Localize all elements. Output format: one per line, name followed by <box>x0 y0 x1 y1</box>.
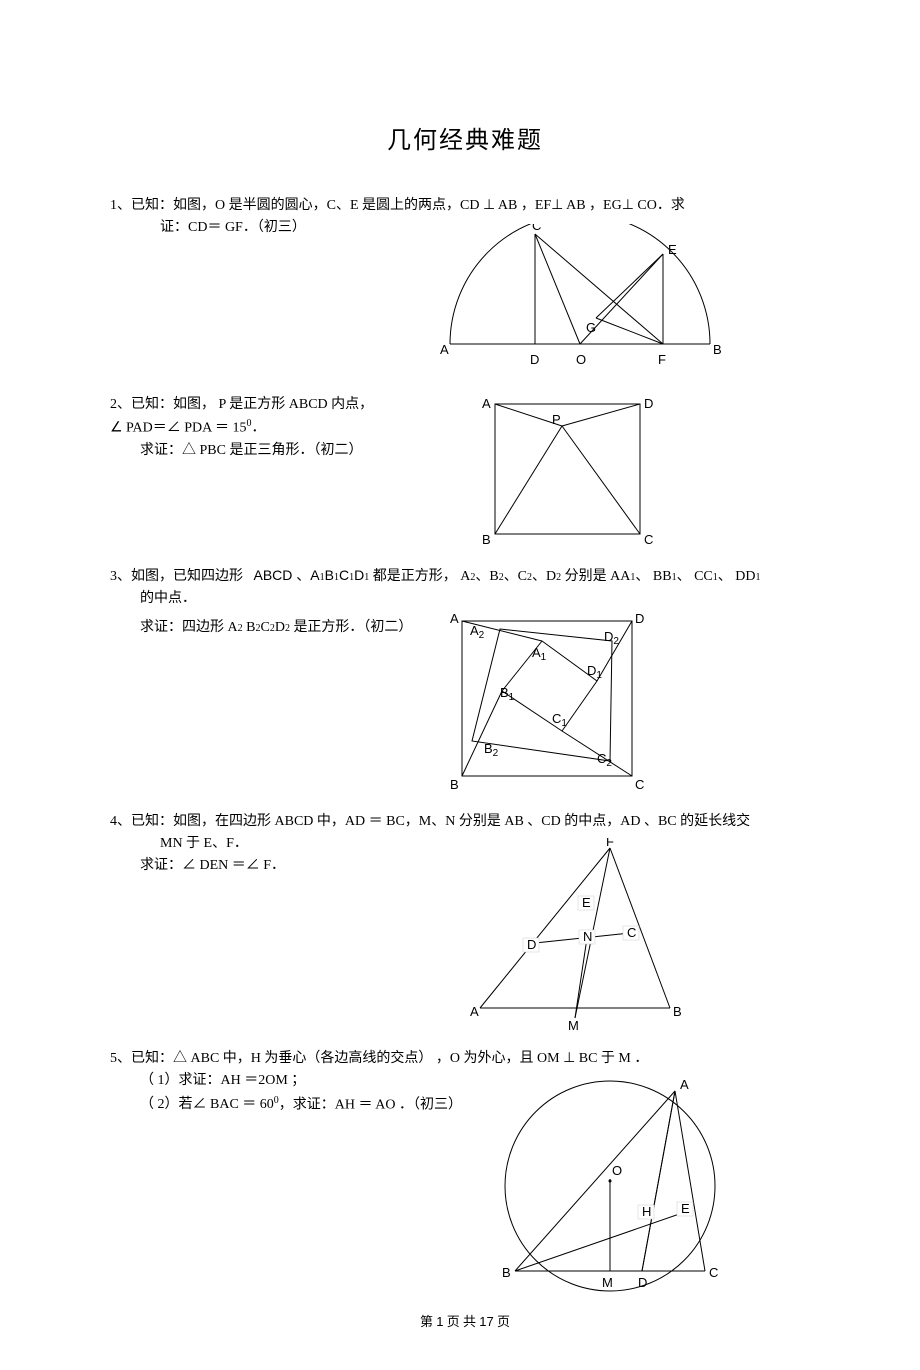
page: 几何经典难题 1、已知：如图，O 是半圆的圆心，C、E 是圆上的两点，CD ⊥ … <box>0 0 920 1370</box>
svg-text:C: C <box>635 777 644 792</box>
svg-text:A: A <box>470 1004 479 1019</box>
p5-num: 5、 <box>110 1051 131 1066</box>
svg-text:D: D <box>635 611 644 626</box>
svg-text:B: B <box>673 1004 682 1019</box>
svg-text:E: E <box>582 895 591 910</box>
svg-text:A: A <box>450 611 459 626</box>
p3-num: 3、 <box>110 569 131 584</box>
p1-lbl-G: G <box>586 320 596 335</box>
p1-lbl-E: E <box>668 242 677 257</box>
p2-lbl-B: B <box>482 532 491 547</box>
p4-l3: 求证：∠ DEN ＝∠ F． <box>110 858 285 873</box>
svg-text:M: M <box>568 1018 579 1033</box>
p1-lbl-C: C <box>532 224 541 233</box>
p2-l3: 求证：△ PBC 是正三角形．（初二） <box>110 443 362 458</box>
svg-text:C: C <box>627 925 636 940</box>
p5-figure: A B C M D O H E <box>480 1071 740 1301</box>
p3-1a: 如图，已知四边形 <box>131 569 243 584</box>
p2-figure: A D B C P <box>470 394 660 554</box>
p1-l2: 证：CD＝ GF．（初三） <box>110 220 306 235</box>
p1-l1: 已知：如图，O 是半圆的圆心，C、E 是圆上的两点，CD ⊥ AB ，EF⊥ A… <box>131 198 685 213</box>
p1-figure: A B C D O F E G <box>440 224 730 384</box>
p2-dot: ． <box>252 421 266 436</box>
p5-l3b: ，求证：AH ＝ AO ．（初三） <box>279 1097 462 1112</box>
p3-1b: ABCD 、A <box>254 567 320 583</box>
p5-l1: 已知：△ ABC 中，H 为垂心（各边高线的交点） ，O 为外心，且 OM ⊥ … <box>131 1051 648 1066</box>
svg-text:O: O <box>612 1163 622 1178</box>
p2-lbl-C: C <box>644 532 653 547</box>
problem-4: 4、已知：如图，在四边形 ABCD 中，AD ＝ BC，M、N 分别是 AB 、… <box>110 811 820 1038</box>
p2-num: 2、 <box>110 397 131 412</box>
svg-text:A1: A1 <box>532 645 547 663</box>
svg-text:D: D <box>638 1275 647 1290</box>
svg-text:D: D <box>527 937 536 952</box>
svg-text:C: C <box>709 1265 718 1280</box>
page-title: 几何经典难题 <box>110 120 820 155</box>
p4-num: 4、 <box>110 814 131 829</box>
p1-lbl-O: O <box>576 352 586 367</box>
svg-text:F: F <box>606 838 614 849</box>
p2-l1: 已知：如图， P 是正方形 ABCD 内点， <box>131 397 373 412</box>
p1-lbl-D: D <box>530 352 539 367</box>
p4-l2: MN 于 E、F． <box>110 836 248 851</box>
problem-1: 1、已知：如图，O 是半圆的圆心，C、E 是圆上的两点，CD ⊥ AB ，EF⊥… <box>110 195 820 384</box>
problem-3: 3、如图，已知四边形 ABCD 、A1B1C1D1 都是正方形， A2、B2、C… <box>110 564 820 801</box>
svg-text:B1: B1 <box>500 685 515 703</box>
p5-l3a: （ 2）若∠ BAC ＝ 60 <box>110 1097 274 1112</box>
svg-text:M: M <box>602 1275 613 1290</box>
p2-lbl-P: P <box>552 412 561 427</box>
svg-text:N: N <box>583 929 592 944</box>
p4-figure: A B F D C E N M <box>460 838 700 1038</box>
p5-l2: （ 1）求证：AH ＝2OM ； <box>110 1073 305 1088</box>
p1-lbl-A: A <box>440 342 449 357</box>
p1-lbl-F: F <box>658 352 666 367</box>
svg-text:B: B <box>450 777 459 792</box>
problem-5: 5、已知：△ ABC 中，H 为垂心（各边高线的交点） ，O 为外心，且 OM … <box>110 1048 820 1301</box>
p1-lbl-B: B <box>713 342 722 357</box>
svg-text:A: A <box>680 1077 689 1092</box>
svg-text:B2: B2 <box>484 741 499 759</box>
p3-l2: 的中点． <box>110 591 196 606</box>
p3-3a: 求证：四边形 A <box>140 620 238 635</box>
problem-2: 2、已知：如图， P 是正方形 ABCD 内点， ∠ PAD＝∠ PDA ＝ 1… <box>110 394 820 554</box>
page-footer: 第 1 页 共 17 页 <box>110 1311 820 1330</box>
p1-num: 1、 <box>110 198 131 213</box>
p2-l2: ∠ PAD＝∠ PDA ＝ 15 <box>110 421 247 436</box>
svg-text:B: B <box>502 1265 511 1280</box>
p2-lbl-D: D <box>644 396 653 411</box>
p3-figure: A D B C A1 D1 C1 B1 A2 D2 C2 B2 <box>432 611 672 801</box>
p4-l1: 已知：如图，在四边形 ABCD 中，AD ＝ BC，M、N 分别是 AB 、CD… <box>131 814 750 829</box>
svg-text:E: E <box>681 1201 690 1216</box>
p2-lbl-A: A <box>482 396 491 411</box>
svg-text:H: H <box>642 1204 651 1219</box>
svg-text:D1: D1 <box>587 663 602 681</box>
